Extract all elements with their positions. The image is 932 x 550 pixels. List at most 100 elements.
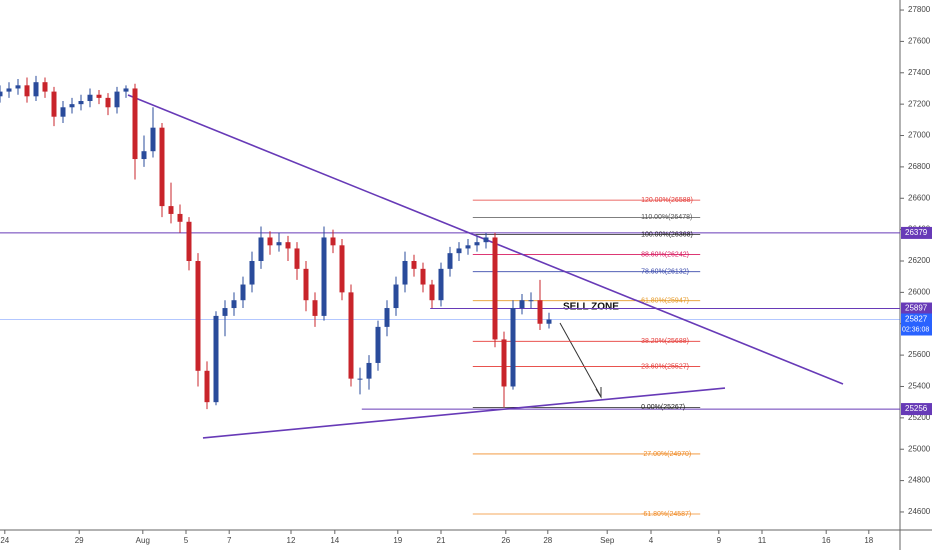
candle-body [69, 104, 75, 108]
x-tick-label: Aug [136, 536, 150, 545]
y-tick-label: 26600 [908, 193, 931, 202]
candle-body [258, 237, 264, 262]
candle-body [15, 85, 21, 89]
candle-body [78, 101, 84, 105]
x-tick-label: 14 [330, 536, 339, 545]
candle-body [231, 300, 237, 309]
candle-body [339, 245, 345, 293]
fib-label: 23.60%(25527) [641, 363, 689, 370]
candle-body [321, 237, 327, 316]
candle-body [312, 300, 318, 316]
candle-body [168, 206, 174, 214]
candle-body [501, 339, 507, 387]
fib-label: 0.00%(25267) [641, 404, 685, 411]
candle-body [510, 308, 516, 387]
candle-body [132, 88, 138, 160]
candle-body [465, 245, 471, 249]
candle-body [420, 268, 426, 285]
candle-body [528, 300, 534, 302]
y-tick-label: 26800 [908, 162, 931, 171]
y-tick-label: 26200 [908, 256, 931, 265]
candle-body [87, 94, 93, 102]
candle-body [42, 82, 48, 92]
candle-body [447, 253, 453, 269]
price-tag-label: 26379 [905, 228, 928, 237]
candle-body [141, 151, 147, 160]
countdown: 02:36:08 [902, 326, 929, 333]
arrow [559, 322, 601, 396]
x-tick-label: 18 [864, 536, 873, 545]
y-tick-label: 27800 [908, 5, 931, 14]
candle-body [6, 88, 12, 92]
y-tick-label: 27000 [908, 131, 931, 140]
candle-body [384, 308, 390, 327]
candle-body [294, 248, 300, 269]
candle-body [267, 237, 273, 246]
candle-body [330, 237, 336, 246]
candle-body [546, 319, 552, 324]
price-tag [901, 302, 932, 315]
candle-body [96, 94, 102, 98]
candle-body [60, 107, 66, 117]
y-tick-label: 27600 [908, 37, 931, 46]
candle-body [375, 326, 381, 363]
candle-body [357, 378, 363, 380]
candle-body [276, 242, 282, 246]
candle-body [456, 248, 462, 254]
x-tick-label: 28 [543, 536, 552, 545]
x-tick-label: 7 [227, 536, 232, 545]
y-tick-label: 27400 [908, 68, 931, 77]
annotation: SELL ZONE [563, 302, 619, 313]
candle-body [240, 284, 246, 301]
fib-label: 88.60%(26242) [641, 251, 689, 258]
fib-label: -27.00%(24970) [641, 451, 691, 458]
candle-body [123, 88, 129, 92]
price-tag-label: 25827 [905, 315, 928, 324]
candle-body [393, 284, 399, 309]
candle-body [483, 237, 489, 243]
candle-body [303, 268, 309, 301]
candle-body [195, 261, 201, 371]
x-tick-label: Sep [600, 536, 615, 545]
candle-body [537, 300, 543, 324]
trendline [202, 387, 726, 439]
candle-body [159, 127, 165, 207]
candle-body [186, 221, 192, 262]
candle-body [222, 308, 228, 316]
price-tag [901, 403, 932, 416]
fib-label: 120.00%(26588) [641, 197, 693, 204]
candle-body [177, 213, 183, 222]
candle-body [33, 82, 39, 97]
x-tick-label: 4 [649, 536, 654, 545]
fib-label: 38.20%(25688) [641, 338, 689, 345]
candle-body [519, 300, 525, 309]
price-tag [901, 226, 932, 239]
candle-body [24, 85, 30, 97]
candle-body [249, 261, 255, 285]
fib-label: 78.60%(26132) [641, 269, 689, 276]
arrow-head [595, 387, 602, 399]
x-tick-label: 29 [75, 536, 84, 545]
y-tick-label: 24800 [908, 476, 931, 485]
y-tick-label: 25000 [908, 444, 931, 453]
x-tick-label: 11 [758, 536, 767, 545]
fib-label: 100.00%(26368) [641, 231, 693, 238]
fib-label: 61.80%(25947) [641, 298, 689, 305]
y-tick-label: 25600 [908, 350, 931, 359]
candle-body [150, 127, 156, 152]
candle-body [492, 237, 498, 340]
candle-body [285, 242, 291, 249]
candle-body [0, 91, 3, 97]
x-tick-label: 24 [0, 536, 9, 545]
x-tick-label: 19 [393, 536, 402, 545]
x-tick-label: 9 [717, 536, 722, 545]
y-tick-label: 27200 [908, 99, 931, 108]
candle-body [204, 370, 210, 403]
fib-label: -61.80%(24587) [641, 511, 691, 518]
candle-body [105, 97, 111, 108]
price-tag-label: 25897 [905, 304, 928, 313]
y-tick-label: 25400 [908, 382, 931, 391]
candle-body [366, 362, 372, 379]
y-tick-label: 25200 [908, 413, 931, 422]
